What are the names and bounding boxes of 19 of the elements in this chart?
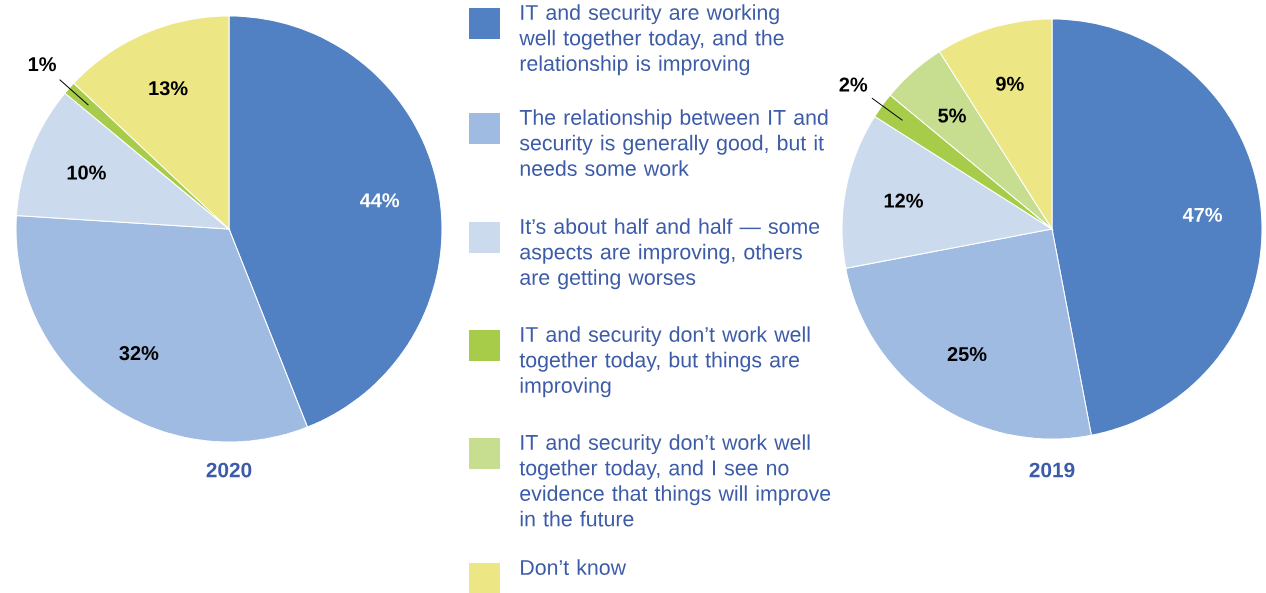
legend-label: IT and security don’t work well together today, but things are improving <box>519 326 810 398</box>
legend-label: IT and security are working well together today, and the relationship is improving <box>519 4 784 76</box>
text: 2020 <box>206 462 252 478</box>
text: 2019 <box>1029 462 1075 478</box>
legend-label: Don’t know <box>521 559 627 575</box>
legend-label: The relationship between IT and security is generally good, but it needs some work <box>519 109 828 176</box>
legend-label: It’s about half and half — some aspects are improving, others are getting worses <box>520 218 820 290</box>
data-label: 10% <box>67 165 106 180</box>
data-label: 32% <box>119 345 159 361</box>
data-label: 2% <box>839 77 868 92</box>
data-label: 13% <box>149 81 188 96</box>
data-label: 12% <box>884 193 923 208</box>
legend-label: IT and security don’t work well together today, and I see no evidence that things will improve in the future <box>519 434 831 527</box>
data-label: 9% <box>996 76 1024 91</box>
data-label: 44% <box>359 193 400 208</box>
data-label: 5% <box>938 108 966 123</box>
data-label: 47% <box>1182 207 1223 222</box>
data-label: 25% <box>947 346 987 362</box>
data-label: 1% <box>28 57 56 72</box>
